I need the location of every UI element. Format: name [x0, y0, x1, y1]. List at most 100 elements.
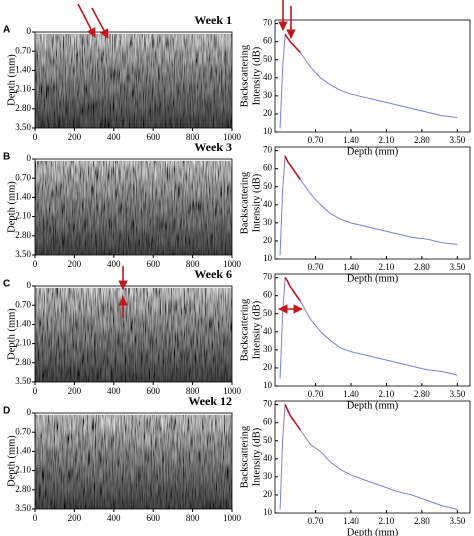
y-axis-label: Backscattering — [239, 44, 250, 107]
x-tick-label: 600 — [146, 259, 160, 269]
x-axis-label: Depth (mm) — [347, 146, 399, 157]
y-tick-label: 30 — [263, 344, 273, 354]
x-tick-label: 0.70 — [308, 516, 324, 526]
panel-label: D — [3, 406, 10, 417]
x-tick-label: 2.10 — [379, 389, 395, 399]
frame — [34, 31, 233, 129]
y-tick-label: 0.70 — [15, 45, 31, 55]
x-tick-label: 600 — [146, 132, 160, 142]
fit-line — [284, 277, 301, 302]
y-tick-label: 2.80 — [15, 484, 31, 494]
y-tick-label: 30 — [263, 217, 273, 227]
x-tick-label: 0 — [33, 259, 38, 269]
x-tick-label: 1.40 — [343, 262, 359, 272]
plot-frame — [274, 19, 471, 133]
oct-image — [35, 413, 232, 509]
panel-title: Week 6 — [194, 267, 232, 281]
oct-image — [35, 286, 232, 382]
x-tick-label: 600 — [146, 513, 160, 523]
y-tick-label: 40 — [263, 199, 273, 209]
x-tick-label: 1000 — [223, 513, 242, 523]
x-axis-label: Depth (mm) — [347, 400, 399, 411]
x-tick-label: 200 — [68, 132, 82, 142]
frame — [34, 158, 233, 256]
x-tick-label: 0 — [33, 513, 38, 523]
intensity-line — [279, 402, 458, 510]
x-tick-label: 400 — [107, 386, 121, 396]
x-tick-label: 400 — [107, 513, 121, 523]
y-tick-label: 60 — [263, 290, 273, 300]
surface-line — [35, 159, 232, 161]
x-tick-label: 3.50 — [449, 389, 465, 399]
y-tick-label: 20 — [263, 489, 273, 499]
y-axis-label: Backscattering — [239, 425, 250, 488]
x-tick-label: 1000 — [223, 259, 242, 269]
x-tick-label: 2.10 — [379, 135, 395, 145]
x-tick-label: 3.50 — [449, 135, 465, 145]
y-tick-label: 70 — [263, 145, 273, 155]
plot-frame — [274, 400, 471, 514]
fit-line — [284, 33, 301, 54]
y-axis-label: Backscattering — [239, 171, 250, 234]
x-tick-label: 2.10 — [379, 516, 395, 526]
x-tick-label: 2.80 — [414, 135, 430, 145]
fit-line — [284, 404, 301, 431]
y-tick-label: 70 — [263, 399, 273, 409]
panel-title: Week 12 — [188, 394, 232, 408]
x-tick-label: 1000 — [223, 386, 242, 396]
y-tick-label: 2.10 — [15, 84, 31, 94]
y-tick-label: 0 — [27, 407, 32, 417]
y-axis-label: Depth (mm) — [6, 308, 17, 360]
x-tick-label: 0.70 — [308, 389, 324, 399]
y-tick-label: 3.50 — [15, 122, 31, 132]
y-tick-label: 40 — [263, 72, 273, 82]
y-axis-label: Intensity (dB) — [251, 300, 262, 359]
y-axis-label: Intensity (dB) — [251, 173, 262, 232]
y-tick-label: 40 — [263, 453, 273, 463]
intensity-line — [279, 33, 458, 129]
y-tick-label: 3.50 — [15, 249, 31, 259]
x-tick-label: 600 — [146, 386, 160, 396]
x-tick-label: 2.80 — [414, 262, 430, 272]
x-tick-label: 2.80 — [414, 389, 430, 399]
x-axis-label: Depth (mm) — [347, 273, 399, 284]
intensity-line — [279, 276, 458, 379]
plot-frame — [274, 273, 471, 387]
surface-line — [35, 413, 232, 415]
x-tick-label: 0 — [33, 386, 38, 396]
x-tick-label: 800 — [186, 259, 200, 269]
fit-line — [284, 155, 301, 180]
y-axis-label: Depth (mm) — [6, 54, 17, 106]
panel-label: C — [3, 279, 10, 290]
y-tick-label: 70 — [263, 272, 273, 282]
y-tick-label: 60 — [263, 36, 273, 46]
y-tick-label: 0 — [27, 153, 32, 163]
y-axis-label: Depth (mm) — [6, 181, 17, 233]
y-tick-label: 2.10 — [15, 211, 31, 221]
x-tick-label: 800 — [186, 132, 200, 142]
y-tick-label: 3.50 — [15, 376, 31, 386]
y-tick-label: 0.70 — [15, 426, 31, 436]
y-tick-label: 10 — [263, 126, 273, 136]
x-tick-label: 400 — [107, 132, 121, 142]
y-tick-label: 40 — [263, 326, 273, 336]
y-tick-label: 60 — [263, 417, 273, 427]
frame — [34, 285, 233, 383]
y-tick-label: 2.10 — [15, 338, 31, 348]
x-tick-label: 0.70 — [308, 135, 324, 145]
y-tick-label: 10 — [263, 507, 273, 517]
y-axis-label: Backscattering — [239, 298, 250, 361]
y-axis-label: Depth (mm) — [6, 435, 17, 487]
y-axis-label: Intensity (dB) — [251, 427, 262, 486]
y-tick-label: 2.10 — [15, 465, 31, 475]
x-tick-label: 1.40 — [343, 135, 359, 145]
y-tick-label: 50 — [263, 308, 273, 318]
y-tick-label: 20 — [263, 108, 273, 118]
x-tick-label: 0 — [33, 132, 38, 142]
y-tick-label: 1.40 — [15, 191, 31, 201]
y-tick-label: 20 — [263, 362, 273, 372]
arrow — [77, 3, 96, 38]
x-tick-label: 400 — [107, 259, 121, 269]
y-tick-label: 0 — [27, 280, 32, 290]
